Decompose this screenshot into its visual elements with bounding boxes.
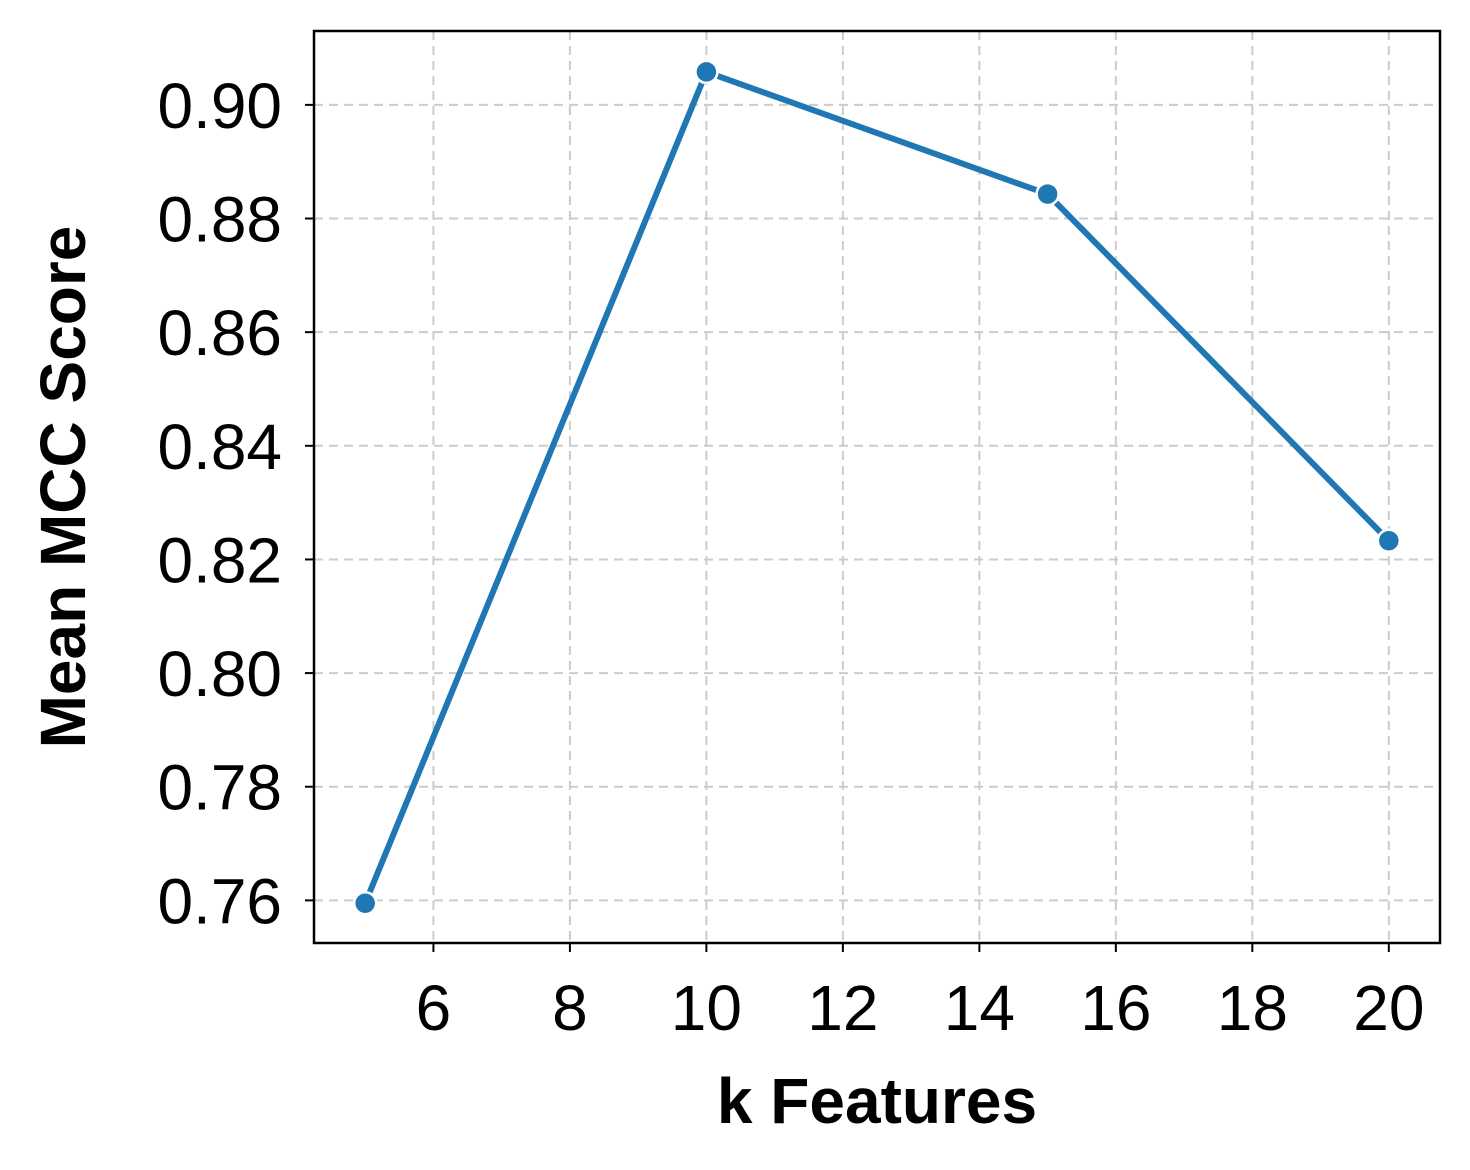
data-point-k20 xyxy=(1376,528,1402,553)
data-point-k5 xyxy=(352,890,378,916)
x-tick-label: 14 xyxy=(944,972,1015,1044)
y-tick-label: 0.88 xyxy=(157,184,282,256)
x-tick-label: 10 xyxy=(671,972,742,1044)
y-tick-label: 0.86 xyxy=(157,297,282,369)
y-tick-label: 0.76 xyxy=(157,865,282,937)
x-tick-label: 20 xyxy=(1353,972,1424,1044)
y-tick-label: 0.82 xyxy=(157,524,282,596)
x-tick-label: 8 xyxy=(552,972,588,1044)
data-point-k10 xyxy=(694,59,719,85)
y-tick-label: 0.78 xyxy=(157,752,282,824)
y-tick-label: 0.80 xyxy=(157,638,282,710)
y-tick-label: 0.90 xyxy=(157,70,282,142)
x-tick-label: 18 xyxy=(1217,972,1288,1044)
series-line xyxy=(362,68,1392,907)
x-axis-label: k Features xyxy=(717,1065,1037,1137)
x-tick-label: 6 xyxy=(416,972,452,1044)
x-tick-label: 16 xyxy=(1080,972,1151,1044)
series xyxy=(352,59,1402,916)
plot-frame xyxy=(312,29,1442,945)
grid xyxy=(314,31,1440,943)
y-axis-label: Mean MCC Score xyxy=(27,226,99,749)
data-point-k15 xyxy=(1035,181,1060,207)
y-tick-label: 0.84 xyxy=(157,411,282,483)
x-tick-label: 12 xyxy=(807,972,878,1044)
axis-ticks: 6 8 10 12 14 16 18 20 0.76 0.78 0.80 0.82 0.84 0.86 0.… xyxy=(157,70,1424,1044)
